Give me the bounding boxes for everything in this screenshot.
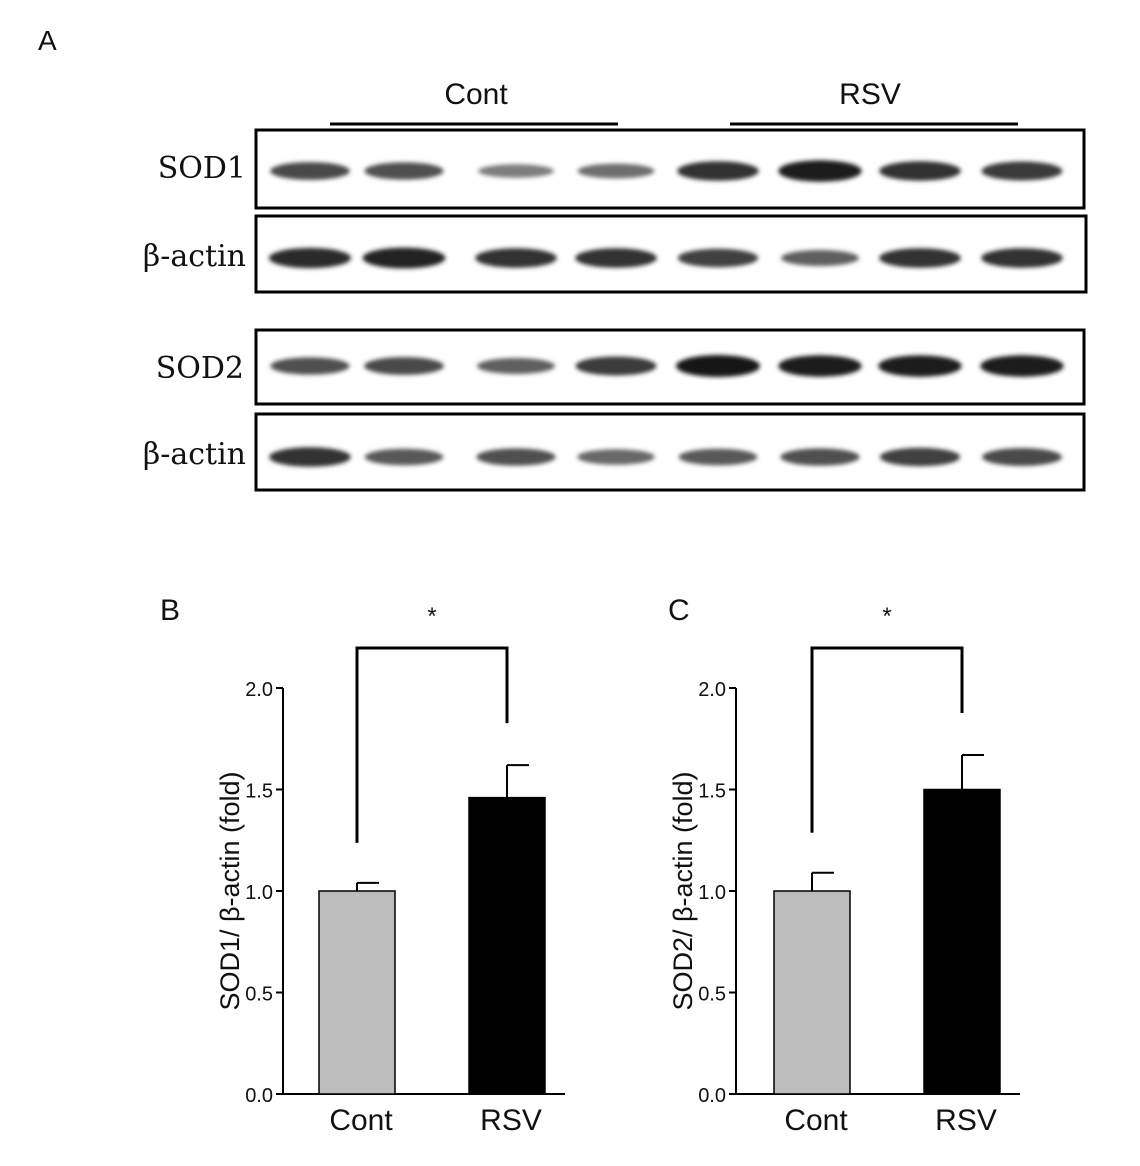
blot-band: [778, 355, 862, 377]
significance-bracket: [355, 646, 509, 843]
y-axis-label: SOD1/ β-actin (fold): [215, 771, 245, 1010]
blot-band: [980, 355, 1064, 377]
chart-sod1: 0.0 0.5 1.0 1.5 2.0 SOD1/ β-actin (fold) Cont R…: [215, 603, 565, 1137]
blot-band: [475, 248, 557, 268]
blot-band: [577, 449, 655, 465]
y-tick-label: 1.5: [698, 781, 726, 803]
blot-band: [879, 161, 961, 181]
bar-rsv: [468, 796, 546, 1095]
blot-row-sod1: SOD1: [158, 128, 1086, 210]
y-tick-label: 1.5: [245, 781, 273, 803]
blot-band: [678, 448, 758, 466]
blot-row-label: β-actin: [143, 437, 246, 472]
blot-row-label: SOD1: [158, 151, 246, 186]
blot-band: [781, 250, 859, 266]
blot-band: [362, 247, 446, 269]
significance-bracket: [810, 646, 964, 833]
significance-star: *: [427, 603, 436, 630]
y-tick-label: 2.0: [698, 679, 726, 701]
y-tick-label: 0.0: [245, 1085, 273, 1107]
blot-band: [879, 447, 961, 467]
x-tick-label: Cont: [329, 1104, 393, 1137]
blot-band: [982, 448, 1062, 466]
panel-label-a: A: [38, 25, 57, 56]
y-tick-label: 2.0: [245, 679, 273, 701]
blot-band: [270, 162, 350, 180]
blot-band: [879, 248, 961, 268]
chart-sod2: 0.0 0.5 1.0 1.5 2.0 SOD2/ β-actin (fold) Cont R…: [668, 603, 1020, 1137]
blot-band: [780, 448, 860, 466]
blot-band: [269, 447, 351, 467]
group-label-cont: Cont: [444, 78, 508, 111]
group-label-rsv: RSV: [839, 78, 901, 111]
blot-band: [577, 163, 655, 179]
blot-row-sod2: SOD2: [156, 328, 1086, 406]
blot-band: [677, 161, 759, 181]
blot-band: [575, 356, 657, 376]
y-tick-label: 1.0: [698, 882, 726, 904]
bar-cont: [773, 890, 851, 1095]
bar-cont: [318, 890, 396, 1095]
x-tick-label: RSV: [480, 1104, 542, 1137]
blot-band: [575, 248, 657, 268]
blot-band: [677, 248, 759, 268]
y-tick-label: 0.5: [245, 984, 273, 1006]
blot-band: [478, 164, 554, 178]
blot-band: [364, 448, 444, 466]
x-tick-label: RSV: [935, 1104, 997, 1137]
western-blot: Cont RSV SOD1 β-actin SOD2 β-actin: [143, 78, 1088, 492]
panel-label-b: B: [160, 594, 180, 627]
blot-band: [981, 161, 1063, 181]
y-tick-label: 1.0: [245, 882, 273, 904]
y-axis-label: SOD2/ β-actin (fold): [668, 771, 698, 1010]
blot-band: [270, 357, 350, 375]
blot-band: [778, 160, 862, 182]
y-tick-label: 0.0: [698, 1085, 726, 1107]
blot-band: [268, 247, 352, 269]
blot-row-beta-actin-1: β-actin: [143, 214, 1088, 294]
blot-row-beta-actin-2: β-actin: [143, 412, 1086, 492]
blot-band: [676, 355, 760, 377]
blot-row-label: β-actin: [143, 239, 246, 274]
blot-band: [364, 162, 444, 180]
panel-label-c: C: [668, 594, 690, 627]
blot-row-label: SOD2: [156, 351, 244, 386]
blot-band: [981, 248, 1063, 268]
blot-band: [477, 358, 555, 374]
blot-band: [878, 355, 962, 377]
blot-band: [364, 357, 444, 375]
significance-star: *: [882, 603, 891, 630]
x-tick-label: Cont: [784, 1104, 848, 1137]
y-tick-label: 0.5: [698, 984, 726, 1006]
blot-band: [476, 448, 556, 466]
bar-rsv: [923, 788, 1001, 1095]
